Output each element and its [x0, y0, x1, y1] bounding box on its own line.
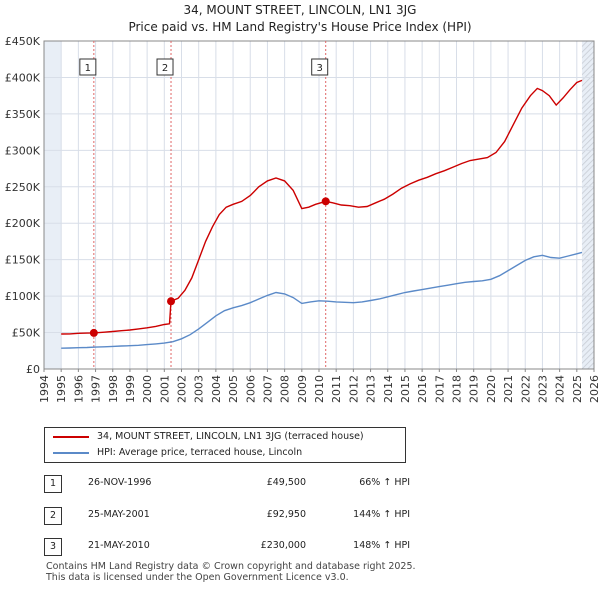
- y-tick-label: £350K: [5, 108, 41, 121]
- x-tick-label: 2011: [330, 375, 343, 403]
- marker-box-2: [156, 58, 174, 76]
- y-tick-label: £150K: [5, 254, 41, 267]
- marker-label-2: 2: [162, 63, 168, 74]
- x-tick-label: 2023: [536, 375, 549, 403]
- y-tick-label: £50K: [12, 327, 41, 340]
- legend-item-property: 34, MOUNT STREET, LINCOLN, LN1 3JG (terr…: [53, 430, 364, 444]
- x-tick-label: 2007: [261, 375, 274, 403]
- sale-point-3: [321, 197, 330, 206]
- x-tick-label: 2025: [571, 375, 584, 403]
- x-tick-label: 1996: [72, 375, 85, 403]
- sale-hpi-change: 148% ↑ HPI: [353, 540, 410, 551]
- chart-subtitle: Price paid vs. HM Land Registry's House …: [128, 20, 472, 34]
- hpi-line: [61, 251, 583, 349]
- y-tick-label: £0: [26, 363, 40, 376]
- x-tick-label: 2016: [416, 375, 429, 403]
- x-tick-label: 2018: [451, 375, 464, 403]
- legend-label-hpi: HPI: Average price, terraced house, Linc…: [97, 447, 303, 458]
- sale-point-2: [167, 297, 176, 306]
- property-price-line: [61, 79, 583, 335]
- x-tick-label: 2006: [244, 375, 257, 403]
- footer-licence: This data is licensed under the Open Gov…: [46, 572, 349, 583]
- y-tick-label: £200K: [5, 217, 41, 230]
- future-hatch: [581, 41, 594, 369]
- x-tick-label: 1998: [107, 375, 120, 403]
- x-tick-label: 1997: [90, 375, 103, 403]
- data-region: [61, 41, 582, 369]
- x-tick-label: 2015: [399, 375, 412, 403]
- x-tick-label: 2024: [554, 375, 567, 403]
- marker-box-3: [311, 58, 329, 76]
- x-tick-label: 2020: [485, 375, 498, 403]
- sale-number: 3: [44, 538, 62, 556]
- x-tick-label: 2001: [158, 375, 171, 403]
- x-tick-label: 2010: [313, 375, 326, 403]
- x-tick-label: 2008: [279, 375, 292, 403]
- y-tick-label: £400K: [5, 71, 41, 84]
- sale-number: 1: [44, 475, 62, 493]
- x-tick-label: 2005: [227, 375, 240, 403]
- chart-legend: 34, MOUNT STREET, LINCOLN, LN1 3JG (terr…: [44, 427, 406, 463]
- x-tick-label: 2012: [347, 375, 360, 403]
- x-tick-label: 2013: [365, 375, 378, 403]
- legend-label-property: 34, MOUNT STREET, LINCOLN, LN1 3JG (terr…: [97, 431, 364, 442]
- sale-row-2: 2 25-MAY-2001 £92,950 144% ↑ HPI: [40, 505, 580, 525]
- y-tick-label: £450K: [5, 35, 41, 48]
- sale-hpi-change: 144% ↑ HPI: [353, 509, 410, 520]
- marker-box-1: [79, 58, 97, 76]
- y-tick-label: £250K: [5, 181, 41, 194]
- sale-price: £230,000: [260, 540, 306, 551]
- sale-row-3: 3 21-MAY-2010 £230,000 148% ↑ HPI: [40, 536, 580, 556]
- price-chart: £0 £50K £100K £150K £200K £250K £300K £350K £400…: [5, 35, 600, 403]
- x-tick-label: 2021: [502, 375, 515, 403]
- sale-hpi-change: 66% ↑ HPI: [359, 477, 410, 488]
- sale-row-1: 1 26-NOV-1996 £49,500 66% ↑ HPI: [40, 473, 580, 493]
- x-tick-label: 2002: [176, 375, 189, 403]
- sale-number: 2: [44, 507, 62, 525]
- x-tick-label: 1999: [124, 375, 137, 403]
- chart-title: 34, MOUNT STREET, LINCOLN, LN1 3JG: [183, 3, 417, 17]
- x-tick-label: 2019: [468, 375, 481, 403]
- legend-item-hpi: HPI: Average price, terraced house, Linc…: [53, 446, 302, 460]
- legend-swatch-property: [53, 435, 89, 438]
- sale-date: 25-MAY-2001: [88, 509, 150, 520]
- sale-date: 26-NOV-1996: [88, 477, 152, 488]
- y-tick-label: £300K: [5, 144, 41, 157]
- x-tick-label: 2026: [588, 375, 600, 403]
- footer-copyright: Contains HM Land Registry data © Crown c…: [46, 561, 416, 572]
- x-tick-label: 1995: [55, 375, 68, 403]
- marker-label-1: 1: [85, 63, 91, 74]
- footer: Contains HM Land Registry data © Crown c…: [46, 561, 416, 583]
- sale-date: 21-MAY-2010: [88, 540, 150, 551]
- x-tick-label: 2009: [296, 375, 309, 403]
- y-tick-label: £100K: [5, 290, 41, 303]
- x-tick-label: 2017: [433, 375, 446, 403]
- x-tick-label: 2000: [141, 375, 154, 403]
- sale-price: £49,500: [266, 477, 306, 488]
- x-tick-label: 1994: [38, 375, 51, 403]
- x-tick-label: 2003: [193, 375, 206, 403]
- x-tick-label: 2004: [210, 375, 223, 403]
- x-tick-label: 2014: [382, 375, 395, 403]
- sale-price: £92,950: [266, 509, 306, 520]
- legend-swatch-hpi: [53, 451, 89, 454]
- marker-label-3: 3: [317, 63, 323, 74]
- x-tick-label: 2022: [519, 375, 532, 403]
- sale-point-1: [89, 328, 98, 337]
